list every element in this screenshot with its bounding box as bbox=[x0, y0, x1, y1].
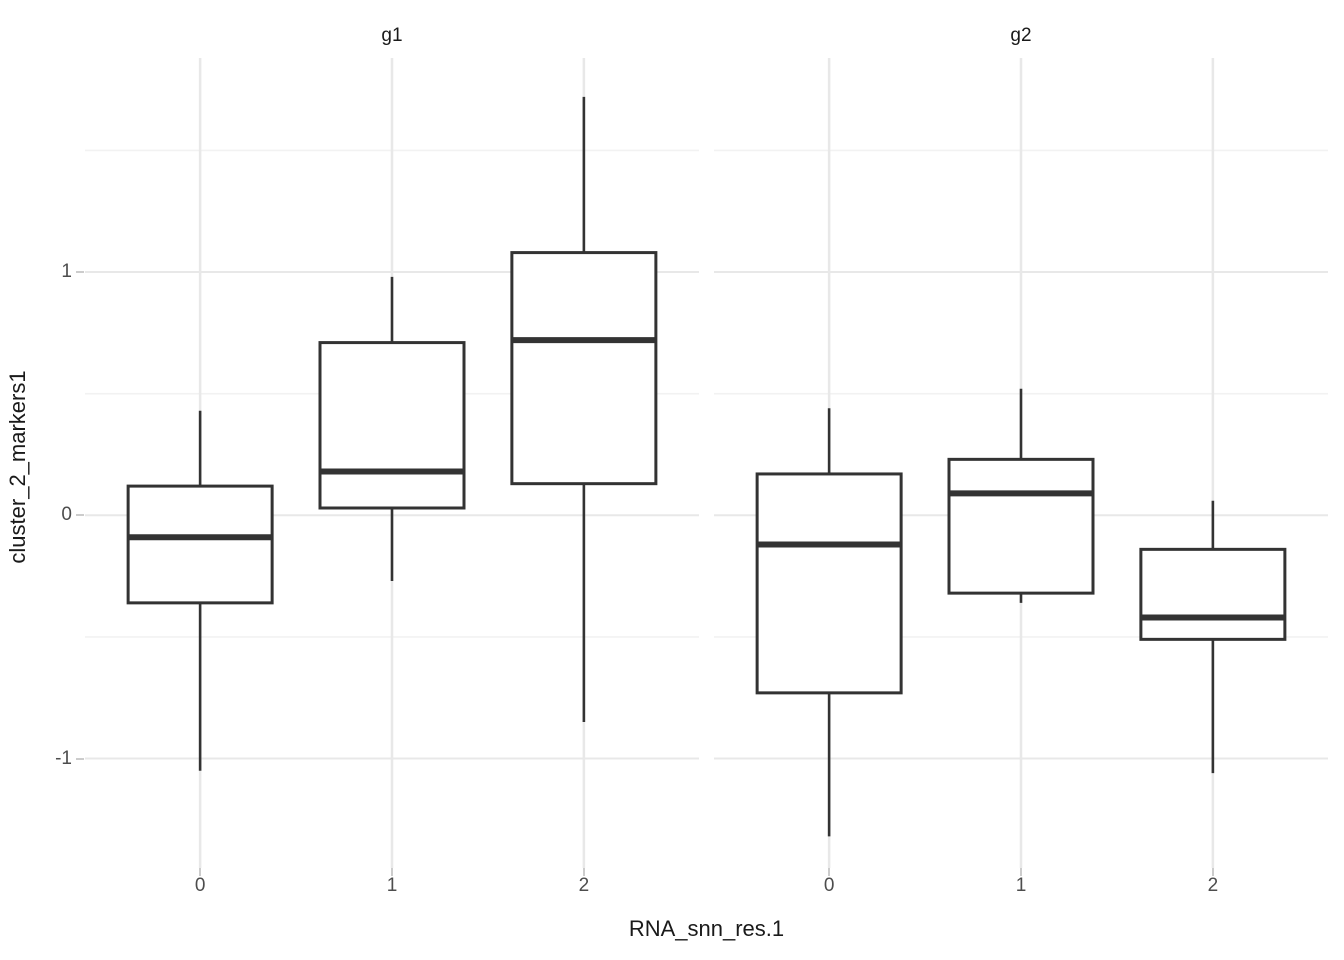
boxplot-box-g1-1 bbox=[318, 276, 466, 581]
boxplot-box-g2-1 bbox=[947, 388, 1095, 603]
iqr-box bbox=[755, 472, 903, 695]
iqr-box bbox=[510, 251, 658, 486]
iqr-box bbox=[126, 484, 274, 605]
facet-strip-label-g2: g2 bbox=[1010, 25, 1032, 46]
x-axis-title: RNA_snn_res.1 bbox=[628, 916, 785, 941]
x-tick-label: 0 bbox=[194, 875, 206, 896]
x-tick-mark bbox=[391, 868, 393, 876]
facet-panel-g2 bbox=[714, 58, 1328, 868]
x-tick-mark bbox=[199, 868, 202, 876]
x-tick-label: 2 bbox=[1207, 875, 1219, 896]
iqr-box bbox=[947, 457, 1095, 595]
facet-strip-label-g1: g1 bbox=[381, 25, 403, 46]
boxplot-box-g1-0 bbox=[126, 410, 274, 771]
x-tick-label: 2 bbox=[578, 875, 590, 896]
iqr-box bbox=[1139, 547, 1287, 641]
x-tick-label: 0 bbox=[823, 875, 835, 896]
y-tick-label: -1 bbox=[55, 747, 72, 769]
facet-plot-area bbox=[85, 58, 699, 868]
facet-panel-g1 bbox=[85, 58, 699, 868]
y-tick-label: 1 bbox=[61, 261, 72, 283]
boxplot-box-g1-2 bbox=[510, 96, 658, 723]
y-tick-mark bbox=[76, 757, 84, 760]
x-tick-mark bbox=[582, 868, 585, 876]
x-tick-mark bbox=[828, 868, 831, 876]
y-tick-mark bbox=[76, 271, 84, 274]
y-tick-label: 0 bbox=[61, 504, 72, 526]
x-tick-mark bbox=[1211, 868, 1214, 876]
y-axis-title: cluster_2_markers1 bbox=[5, 370, 30, 564]
x-tick-label: 1 bbox=[386, 875, 398, 896]
facet-plot-area bbox=[714, 58, 1328, 868]
iqr-box bbox=[318, 341, 466, 510]
boxplot-box-g2-2 bbox=[1139, 500, 1287, 774]
x-tick-mark bbox=[1020, 868, 1022, 876]
boxplot-box-g2-0 bbox=[755, 408, 903, 837]
y-tick-mark bbox=[76, 514, 84, 517]
x-tick-label: 1 bbox=[1015, 875, 1027, 896]
